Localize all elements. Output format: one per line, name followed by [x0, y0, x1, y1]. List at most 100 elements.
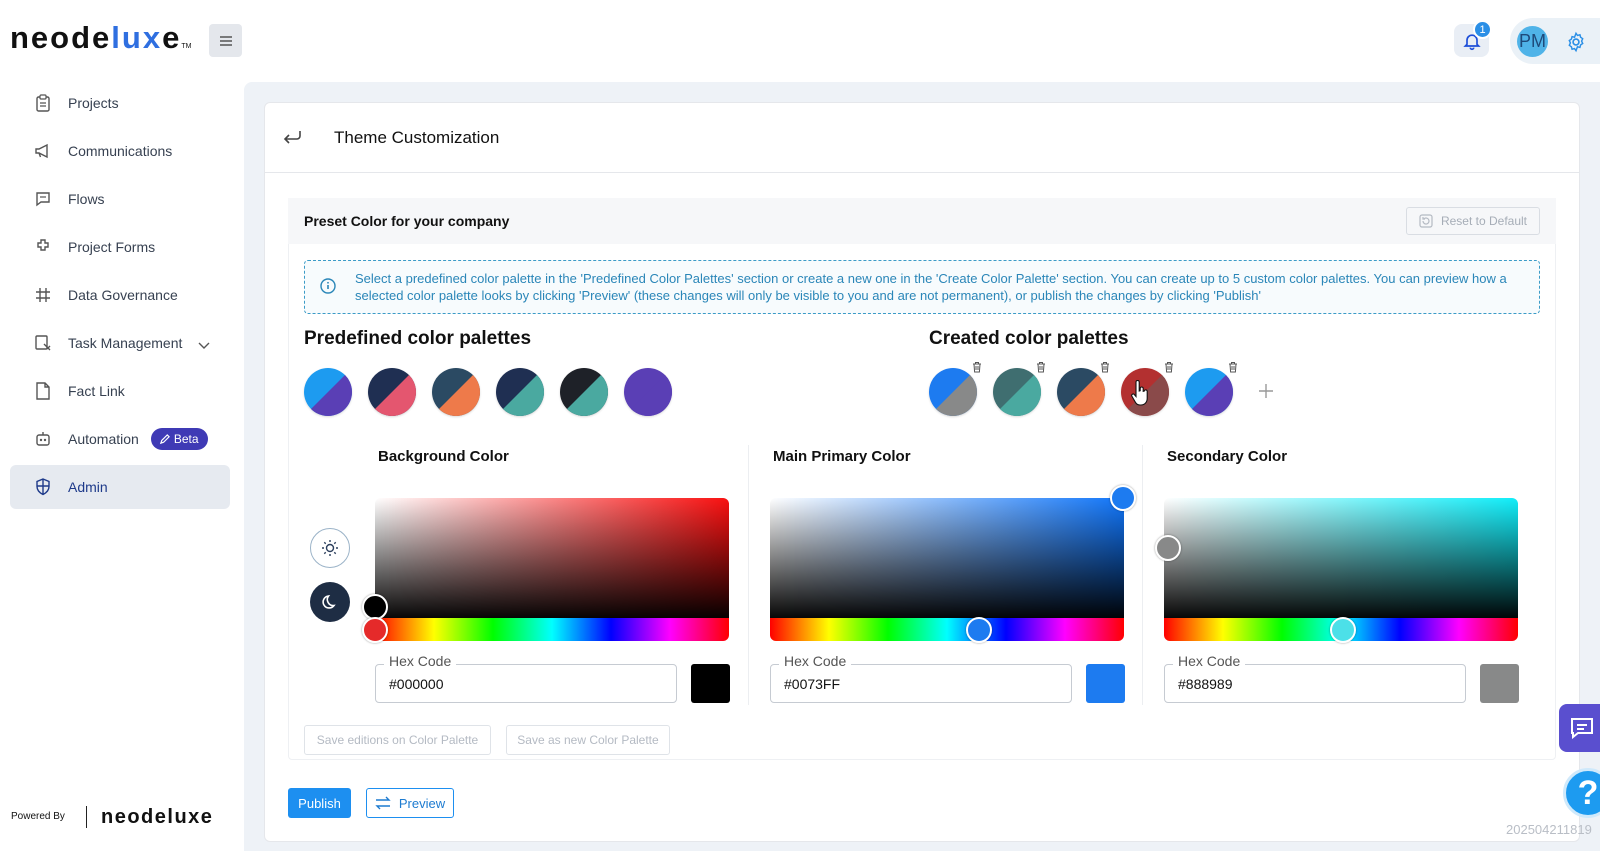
background-color-title: Background Color	[378, 448, 509, 465]
powered-by-label: Powered By	[11, 811, 65, 822]
secondary-hex-value[interactable]: #888989	[1178, 676, 1233, 692]
background-hue-slider[interactable]	[375, 618, 729, 641]
background-hex-value[interactable]: #000000	[389, 676, 444, 692]
dark-mode-button[interactable]	[310, 582, 350, 622]
save-editions-button[interactable]: Save editions on Color Palette	[304, 725, 491, 755]
trash-icon[interactable]	[1163, 360, 1175, 373]
hand-cursor-icon	[1131, 380, 1148, 406]
sidebar-item-fact-link[interactable]: Fact Link	[10, 369, 230, 413]
sidebar-item-label: Project Forms	[68, 239, 156, 255]
predefined-swatch[interactable]	[304, 368, 352, 416]
help-button[interactable]: ?	[1563, 768, 1600, 818]
created-swatch[interactable]	[1057, 368, 1105, 416]
sidebar-item-label: Fact Link	[68, 383, 125, 399]
beta-badge-label: Beta	[173, 432, 199, 446]
gear-icon	[1567, 31, 1584, 52]
reset-label: Reset to Default	[1440, 214, 1528, 228]
trash-icon[interactable]	[1227, 360, 1239, 373]
brand-logo: neodeluxeTM	[10, 20, 191, 56]
created-swatch[interactable]	[1185, 368, 1233, 416]
background-hue-handle[interactable]	[362, 617, 388, 643]
picker-divider	[1142, 445, 1143, 705]
logo-text-end: e	[162, 20, 182, 55]
info-icon	[320, 278, 338, 296]
menu-toggle-button[interactable]	[209, 24, 242, 57]
sidebar-item-project-forms[interactable]: Project Forms	[10, 225, 230, 269]
build-id: 202504211819	[1506, 822, 1592, 837]
background-saturation-handle[interactable]	[362, 594, 388, 620]
page-title: Theme Customization	[334, 128, 500, 147]
background-saturation-area[interactable]	[375, 498, 729, 621]
chevron-down-icon[interactable]	[198, 337, 210, 353]
settings-button[interactable]	[1563, 29, 1588, 54]
logo-tm: TM	[181, 43, 192, 50]
megaphone-icon	[34, 142, 52, 160]
secondary-hex-input[interactable]	[1164, 664, 1466, 703]
publish-button[interactable]: Publish	[288, 788, 351, 818]
reset-to-default-button[interactable]: Reset to Default	[1406, 207, 1540, 235]
add-palette-button[interactable]	[1257, 382, 1275, 400]
trash-icon[interactable]	[1099, 360, 1111, 373]
predefined-palettes-title: Predefined color palettes	[304, 328, 532, 349]
predefined-swatch[interactable]	[368, 368, 416, 416]
sidebar-item-automation[interactable]: Automation Beta	[10, 417, 230, 461]
predefined-swatch[interactable]	[496, 368, 544, 416]
primary-hue-slider[interactable]	[770, 618, 1124, 641]
pen-icon	[159, 433, 170, 444]
trash-icon[interactable]	[1035, 360, 1047, 373]
sidebar-item-admin[interactable]: Admin	[10, 465, 230, 509]
predefined-swatch[interactable]	[560, 368, 608, 416]
sidebar-item-label: Admin	[68, 479, 108, 495]
grid-icon	[34, 286, 52, 304]
sidebar-item-flows[interactable]: Flows	[10, 177, 230, 221]
back-arrow-icon	[283, 131, 301, 144]
preview-button[interactable]: Preview	[366, 788, 454, 818]
secondary-hex-label: Hex Code	[1173, 653, 1246, 669]
chat-icon	[1571, 718, 1593, 739]
avatar[interactable]: PM	[1517, 26, 1548, 57]
secondary-saturation-area[interactable]	[1164, 498, 1518, 621]
sidebar-item-label: Task Management	[68, 335, 183, 351]
created-swatch[interactable]	[993, 368, 1041, 416]
sidebar-item-label: Flows	[68, 191, 105, 207]
save-as-new-palette-button[interactable]: Save as new Color Palette	[506, 725, 670, 755]
beta-badge: Beta	[150, 428, 208, 450]
sidebar-item-communications[interactable]: Communications	[10, 129, 230, 173]
secondary-saturation-handle[interactable]	[1155, 535, 1181, 561]
picker-divider	[748, 445, 749, 705]
sidebar-item-label: Automation	[68, 431, 139, 447]
secondary-hue-handle[interactable]	[1330, 617, 1356, 643]
secondary-color-title: Secondary Color	[1167, 448, 1288, 465]
primary-saturation-area[interactable]	[770, 498, 1124, 621]
created-swatch[interactable]	[929, 368, 977, 416]
background-hex-input[interactable]	[375, 664, 677, 703]
trash-icon[interactable]	[971, 360, 983, 373]
light-mode-button[interactable]	[310, 528, 350, 568]
back-button[interactable]	[282, 128, 304, 150]
primary-hex-label: Hex Code	[779, 653, 852, 669]
primary-saturation-handle[interactable]	[1110, 485, 1136, 511]
logo-text-start: neode	[10, 20, 112, 55]
primary-hex-input[interactable]	[770, 664, 1072, 703]
sidebar-item-data-governance[interactable]: Data Governance	[10, 273, 230, 317]
primary-hue-handle[interactable]	[966, 617, 992, 643]
moon-icon	[322, 595, 336, 609]
card-header	[264, 102, 1580, 173]
shield-icon	[34, 478, 52, 496]
message-square-icon	[34, 190, 52, 208]
hamburger-icon	[219, 35, 232, 46]
chat-button[interactable]	[1559, 704, 1600, 752]
section-header	[288, 198, 1556, 244]
puzzle-icon	[34, 238, 52, 256]
main-primary-color-title: Main Primary Color	[773, 448, 911, 465]
sidebar-item-projects[interactable]: Projects	[10, 81, 230, 125]
background-color-preview	[691, 664, 730, 703]
sidebar-item-task-management[interactable]: Task Management	[10, 321, 230, 365]
predefined-swatch[interactable]	[432, 368, 480, 416]
plus-icon	[1259, 384, 1273, 398]
primary-hex-value[interactable]: #0073FF	[784, 676, 841, 692]
powered-by-logo: neodeluxe	[101, 806, 214, 828]
sidebar-item-label: Projects	[68, 95, 119, 111]
predefined-swatch[interactable]	[624, 368, 672, 416]
sidebar-item-label: Data Governance	[68, 287, 178, 303]
